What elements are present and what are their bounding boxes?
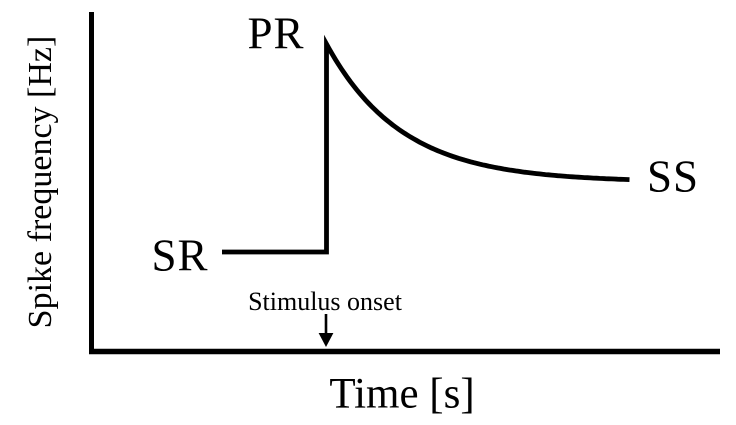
spontaneous-rate-label: SR <box>151 230 209 281</box>
x-axis-label: Time [s] <box>329 370 475 418</box>
stimulus-onset-arrowhead <box>318 333 334 347</box>
response-curve <box>222 34 630 255</box>
steady-state-label: SS <box>646 151 700 202</box>
y-axis-label: Spike frequency [Hz] <box>22 35 59 329</box>
stimulus-onset-label: Stimulus onset <box>248 287 402 316</box>
peak-rate-label: PR <box>247 8 305 59</box>
